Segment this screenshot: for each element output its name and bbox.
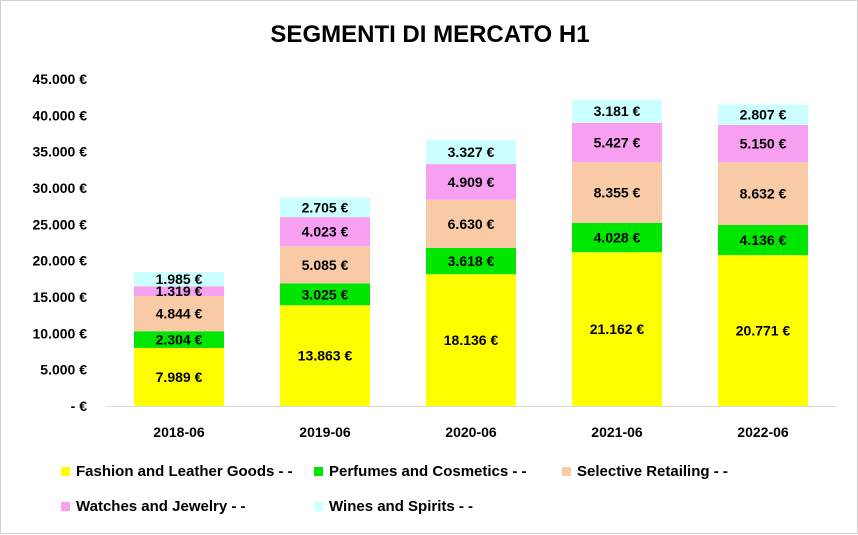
bar-segment: [134, 286, 224, 297]
data-label: 1.319 €: [156, 283, 203, 299]
data-label: 18.136 €: [444, 332, 499, 348]
y-tick-label: 20.000 €: [33, 253, 88, 269]
data-label: 20.771 €: [736, 323, 791, 339]
bar-segment: [280, 246, 370, 284]
x-tick-label: 2020-06: [445, 424, 497, 440]
data-label: 2.807 €: [740, 107, 787, 123]
data-label: 4.028 €: [594, 230, 641, 246]
x-tick-label: 2019-06: [299, 424, 351, 440]
bar-segment: [280, 305, 370, 406]
bar-segment: [426, 164, 516, 200]
bar-segment: [280, 217, 370, 247]
data-label: 5.427 €: [594, 135, 641, 151]
x-tick-label: 2018-06: [153, 424, 205, 440]
bar-segment: [134, 271, 224, 287]
bar-segment: [134, 331, 224, 348]
bar-segment: [426, 199, 516, 248]
bar-segment: [426, 274, 516, 406]
data-label: 3.025 €: [302, 286, 349, 302]
bar-segment: [426, 139, 516, 165]
data-label: 6.630 €: [448, 216, 495, 232]
y-tick-label: 15.000 €: [33, 289, 88, 305]
bar-segment: [280, 283, 370, 306]
y-tick-label: 45.000 €: [33, 71, 88, 87]
chart-title: SEGMENTI DI MERCATO H1: [270, 21, 590, 48]
data-label: 13.863 €: [298, 348, 353, 364]
y-tick-label: - €: [71, 398, 88, 414]
x-tick-label: 2021-06: [591, 424, 643, 440]
y-tick-label: 25.000 €: [33, 216, 88, 232]
bar-segment: [718, 225, 808, 256]
data-label: 2.705 €: [302, 199, 349, 215]
bar-segment: [572, 122, 662, 163]
bar-segment: [718, 255, 808, 406]
data-label: 2.304 €: [156, 332, 203, 348]
bar-segment: [718, 124, 808, 163]
bar-segment: [134, 296, 224, 332]
y-tick-label: 30.000 €: [33, 180, 88, 196]
bar-segment: [280, 197, 370, 218]
y-tick-label: 35.000 €: [33, 144, 88, 160]
bar-segment: [718, 162, 808, 226]
y-tick-label: 40.000 €: [33, 107, 88, 123]
data-label: 4.909 €: [448, 174, 495, 190]
data-label: 5.150 €: [740, 136, 787, 152]
data-label: 4.023 €: [302, 224, 349, 240]
data-label: 1.985 €: [156, 271, 203, 287]
data-label: 4.136 €: [740, 232, 787, 248]
bar-segment: [718, 104, 808, 125]
data-label: 7.989 €: [156, 369, 203, 385]
data-label: 3.618 €: [448, 253, 495, 269]
bar-segment: [572, 99, 662, 123]
bar-segment: [134, 347, 224, 406]
bar-segment: [572, 222, 662, 253]
bar-segment: [572, 252, 662, 406]
data-label: 3.181 €: [594, 103, 641, 119]
x-tick-label: 2022-06: [737, 424, 789, 440]
data-label: 4.844 €: [156, 306, 203, 322]
data-label: 8.632 €: [740, 186, 787, 202]
data-label: 21.162 €: [590, 321, 645, 337]
data-label: 8.355 €: [594, 185, 641, 201]
data-label: 3.327 €: [448, 144, 495, 160]
y-tick-label: 10.000 €: [33, 325, 88, 341]
bar-segment: [426, 247, 516, 275]
y-tick-label: 5.000 €: [40, 362, 87, 378]
bar-segment: [572, 162, 662, 223]
data-label: 5.085 €: [302, 257, 349, 273]
